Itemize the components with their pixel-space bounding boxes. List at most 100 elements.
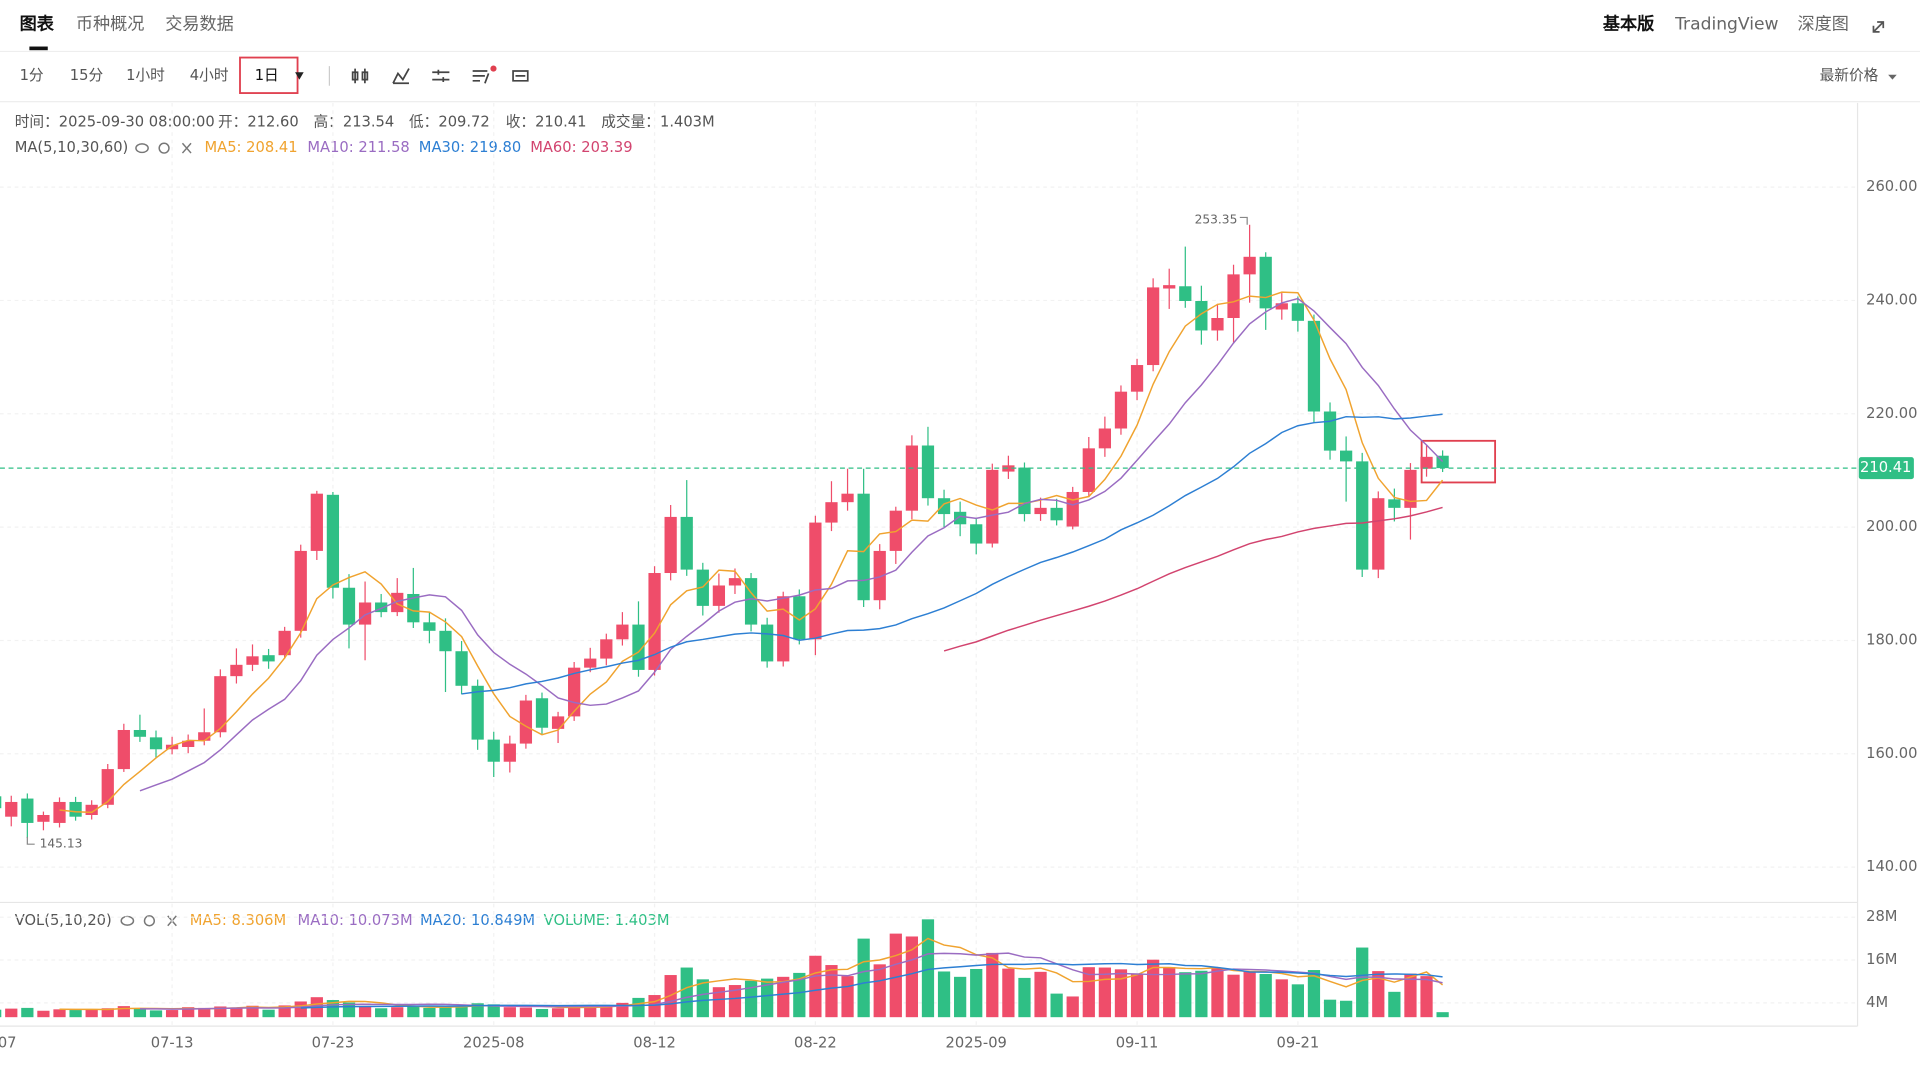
- volume-bar: [487, 1004, 500, 1018]
- candle-body: [358, 602, 372, 625]
- y-tick-label: 260.00: [1866, 178, 1917, 195]
- candle-body: [1034, 507, 1047, 515]
- volume-bar: [1323, 999, 1337, 1018]
- candle-body: [198, 732, 211, 741]
- info-open: 开：212.60: [218, 113, 299, 130]
- volume-bar: [712, 987, 726, 1018]
- ma-legend-item: MA10: 211.58: [307, 139, 409, 156]
- candle-body: [165, 744, 179, 750]
- candle-body: [1323, 411, 1337, 451]
- candle-body: [664, 516, 677, 574]
- candle-body: [0, 796, 2, 809]
- candle-body: [5, 801, 18, 817]
- toolbar-icons[interactable]: [351, 65, 529, 85]
- volume-bar: [294, 1001, 307, 1018]
- volume-bar: [149, 1010, 163, 1018]
- volume-bar: [1356, 947, 1369, 1018]
- volume-bar: [1243, 971, 1256, 1018]
- candle-body: [21, 798, 34, 823]
- volume-bar: [777, 976, 790, 1018]
- basic-view[interactable]: 基本版: [1603, 13, 1655, 34]
- volume-bar: [1339, 1000, 1353, 1018]
- candle-body: [1082, 448, 1095, 492]
- volume-bar: [1163, 967, 1176, 1018]
- volume-bar: [841, 976, 854, 1018]
- x-tick-label: 08-12: [633, 1034, 676, 1051]
- vol-ma-line: [300, 962, 1443, 1009]
- tab-overview[interactable]: 币种概况: [76, 14, 145, 34]
- candle-body: [487, 739, 500, 762]
- depth-chart[interactable]: 深度图: [1798, 14, 1849, 34]
- dropdown-arrow[interactable]: [295, 72, 304, 80]
- max-arrow: [1239, 216, 1248, 225]
- candle-body: [761, 624, 774, 662]
- volume-bar: [37, 1010, 50, 1018]
- x-tick-label: 09-11: [1116, 1034, 1159, 1051]
- ma-legend-item: MA30: 219.80: [419, 139, 521, 156]
- legend-icons[interactable]: [120, 142, 192, 927]
- tradingview[interactable]: TradingView: [1674, 14, 1778, 34]
- interval-1d[interactable]: 1日: [255, 67, 279, 84]
- candle-body: [841, 493, 854, 503]
- candle-body: [310, 493, 323, 551]
- candle-body: [1404, 469, 1417, 508]
- volume-bar: [423, 1007, 436, 1018]
- volume-bar: [230, 1007, 243, 1018]
- volume-bar: [744, 980, 758, 1018]
- tab-trade-data[interactable]: 交易数据: [165, 14, 234, 34]
- volume-bar: [632, 997, 645, 1018]
- vol-legend-item: MA5: 8.306M: [190, 912, 286, 929]
- volume-bar: [5, 1008, 18, 1018]
- candle-body: [1275, 303, 1288, 310]
- interval-1h[interactable]: 1小时: [126, 67, 165, 84]
- candle-body: [69, 801, 82, 817]
- volume-bar: [182, 1007, 195, 1018]
- candle-body: [503, 743, 516, 762]
- volume-bar: [873, 964, 886, 1018]
- dropdown-arrow[interactable]: [1888, 74, 1897, 80]
- volume-bar: [0, 1009, 2, 1018]
- candle-body: [101, 769, 114, 805]
- volume-bar: [1388, 991, 1401, 1018]
- candle-body: [937, 498, 951, 515]
- x-tick-label: 07-13: [151, 1034, 194, 1051]
- candle-body: [600, 639, 613, 659]
- interval-4h[interactable]: 4小时: [190, 67, 229, 84]
- candle-body: [1307, 320, 1321, 412]
- candle-body: [133, 729, 147, 737]
- candle-body: [1114, 391, 1128, 429]
- info-close: 收：210.41: [506, 113, 587, 130]
- tab-chart[interactable]: 图表: [20, 13, 55, 34]
- fullscreen-icon[interactable]: [1872, 21, 1885, 33]
- ma-legend-item: MA60: 203.39: [530, 139, 632, 156]
- candle-body: [1211, 318, 1224, 331]
- candle-body: [986, 469, 999, 544]
- candle-body: [471, 685, 484, 740]
- candle-body: [954, 511, 967, 525]
- volume-bar: [648, 995, 661, 1018]
- x-tick-label: 07-23: [312, 1034, 355, 1051]
- candle-body: [519, 700, 533, 744]
- candle-body: [1420, 456, 1433, 469]
- volume-bar: [970, 968, 983, 1018]
- candle-body: [1227, 274, 1240, 319]
- candle-body: [857, 493, 870, 601]
- interval-15m[interactable]: 15分: [70, 67, 104, 84]
- volume-bar: [1147, 959, 1160, 1018]
- ma-line: [139, 297, 1444, 792]
- price-type[interactable]: 最新价格: [1820, 67, 1879, 84]
- info-low: 低：209.72: [409, 113, 490, 130]
- candle-body: [294, 550, 307, 631]
- interval-1m[interactable]: 1分: [20, 67, 44, 84]
- candle-body: [117, 729, 130, 770]
- candle-body: [326, 494, 340, 588]
- candle-body: [1388, 499, 1401, 508]
- vol-legend-item: MA10: 10.073M: [298, 912, 413, 929]
- candle-body: [568, 667, 581, 717]
- volume-bar: [1034, 971, 1047, 1018]
- ma-line: [943, 506, 1443, 652]
- max-price-label: 253.35: [1195, 212, 1238, 226]
- candle-body: [1356, 461, 1369, 570]
- candle-body: [616, 624, 629, 640]
